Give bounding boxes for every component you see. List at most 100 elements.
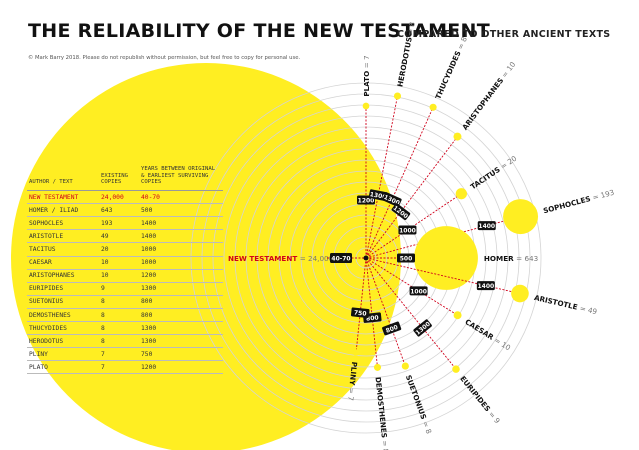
chart-title: THE RELIABILITY OF THE NEW TESTAMENT: [28, 20, 491, 42]
table-row: TACITUS 20 1000: [27, 242, 223, 257]
badge-text: 750: [354, 309, 367, 317]
label-aristophanes: ARISTOPHANES = 10: [460, 60, 517, 132]
badge-homer: 500: [397, 253, 415, 263]
table-cell-copies: 193: [99, 216, 139, 231]
label-name: SOPHOCLES: [542, 193, 594, 215]
badge-box: [476, 281, 495, 291]
table-cell-years: 1200: [139, 360, 223, 375]
label-value: = 8: [380, 440, 390, 450]
badge-text-new-testament: 40-70: [331, 256, 350, 263]
label-name: EURIPIDES: [458, 374, 494, 415]
bubble-thucydides: [429, 103, 437, 111]
table-row: DEMOSTHENES 8 800: [27, 308, 223, 323]
table-cell-years: 750: [139, 347, 223, 362]
table-cell-years: 40-70: [139, 190, 223, 205]
table-cell-name: PLINY: [27, 347, 99, 362]
bubble-euripides: [452, 365, 460, 373]
bubble-tacitus: [455, 188, 467, 200]
table-cell-years: 1000: [139, 256, 223, 270]
table-cell-copies: 8: [99, 308, 139, 323]
badge-text: 800: [385, 324, 399, 335]
label-aristotle: ARISTOTLE = 49: [533, 293, 598, 316]
label-name: PLINY: [347, 361, 359, 388]
table-cell-name: HOMER / ILIAD: [27, 203, 99, 218]
table-cell-years: 1300: [139, 321, 223, 336]
table-cell-name: HERODOTUS: [27, 334, 99, 349]
label-value: = 8: [421, 420, 434, 436]
label-name: NEW TESTAMENT: [228, 254, 300, 263]
label-value: = 7: [346, 387, 356, 401]
new-testament-label: NEW TESTAMENT = 24,000: [228, 254, 334, 263]
badge-text: 1000: [410, 288, 427, 295]
badge-box: [398, 225, 417, 235]
label-name: HOMER: [484, 254, 516, 263]
label-value: = 24,000: [300, 254, 334, 263]
table-cell-years: 1000: [139, 242, 223, 257]
table-cell-copies: 7: [99, 347, 139, 362]
table-cell-years: 1200: [139, 269, 223, 283]
table-cell-name: ARISTOPHANES: [27, 269, 99, 283]
link-line-aristotle: [365, 257, 521, 294]
table-cell-years: 1300: [139, 282, 223, 296]
table-cell-years: 1400: [139, 216, 223, 231]
table-cell-copies: 49: [99, 229, 139, 244]
label-name: THUCYDIDES: [433, 47, 463, 100]
table-row: EURIPIDES 9 1300: [27, 282, 223, 296]
badge-text: 500: [400, 255, 413, 262]
label-value: = 643: [516, 254, 538, 263]
link-line-pliny: [355, 257, 367, 353]
table-cell-name: THUCYDIDES: [27, 321, 99, 336]
label-homer: HOMER = 643: [484, 254, 538, 263]
table-row: THUCYDIDES 8 1300: [27, 321, 223, 336]
label-value: = 7: [362, 55, 371, 68]
table-cell-copies: 24,000: [99, 190, 139, 205]
label-name: TACITUS: [469, 164, 504, 192]
badge-text: 1200: [358, 197, 375, 204]
bubble-herodotus: [393, 92, 402, 100]
label-name: HERODOTUS: [395, 34, 414, 88]
table-cell-name: CAESAR: [27, 256, 99, 270]
table-header-cell: EXISTING COPIES: [99, 163, 139, 192]
badge-new-testament: [330, 253, 352, 263]
table-cell-name: EURIPIDES: [27, 282, 99, 296]
bubble-aristophanes: [453, 132, 462, 141]
badge-box: [391, 203, 411, 221]
badge-box: [382, 321, 402, 336]
badge-sophocles: 1400: [477, 221, 496, 231]
badge-box: [397, 253, 415, 263]
label-tacitus: TACITUS = 20: [469, 154, 519, 192]
table-header-cell: AUTHOR / TEXT: [27, 163, 99, 192]
link-line-aristophanes: [365, 136, 458, 259]
label-herodotus: HERODOTUS = 8: [395, 21, 417, 88]
table-cell-name: DEMOSTHENES: [27, 308, 99, 323]
bubble-aristotle: [511, 284, 529, 303]
link-line-demosthenes: [365, 257, 378, 368]
label-caesar: CAESAR = 10: [463, 317, 512, 352]
badge-box: [409, 286, 428, 296]
label-value: = 10: [500, 60, 518, 80]
badge-euripides: 1300: [413, 319, 432, 337]
table-cell-name: SOPHOCLES: [27, 216, 99, 231]
table-cell-copies: 20: [99, 242, 139, 257]
table-cell-copies: 7: [99, 360, 139, 375]
label-name: PLATO: [362, 68, 371, 96]
table-cell-name: TACITUS: [27, 242, 99, 257]
table-header-row: AUTHOR / TEXT EXISTING COPIES YEARS BETWEE…: [27, 163, 223, 192]
badge-pliny: 750: [350, 307, 370, 318]
table-cell-name: SUETONIUS: [27, 295, 99, 309]
chart-subtitle: COMPARED TO OTHER ANCIENT TEXTS: [397, 29, 611, 40]
label-value: = 8: [455, 35, 469, 51]
center-point: [363, 255, 369, 261]
table-row: ARISTOTLE 49 1400: [27, 229, 223, 244]
badge-aristotle: 1400: [476, 281, 495, 291]
badge-text: 1400: [478, 223, 495, 230]
table-row: HERODOTUS 8 1300: [27, 334, 223, 349]
table-row: HOMER / ILIAD 643 500: [27, 203, 223, 218]
bubble-demosthenes: [373, 363, 382, 371]
bubble-pliny: [352, 349, 360, 356]
bubble-homer: [414, 226, 478, 290]
badge-tacitus: 1000: [398, 225, 417, 235]
table-cell-name: PLATO: [27, 360, 99, 375]
table-row: PLINY 7 750: [27, 347, 223, 362]
link-line-herodotus: [365, 95, 398, 259]
